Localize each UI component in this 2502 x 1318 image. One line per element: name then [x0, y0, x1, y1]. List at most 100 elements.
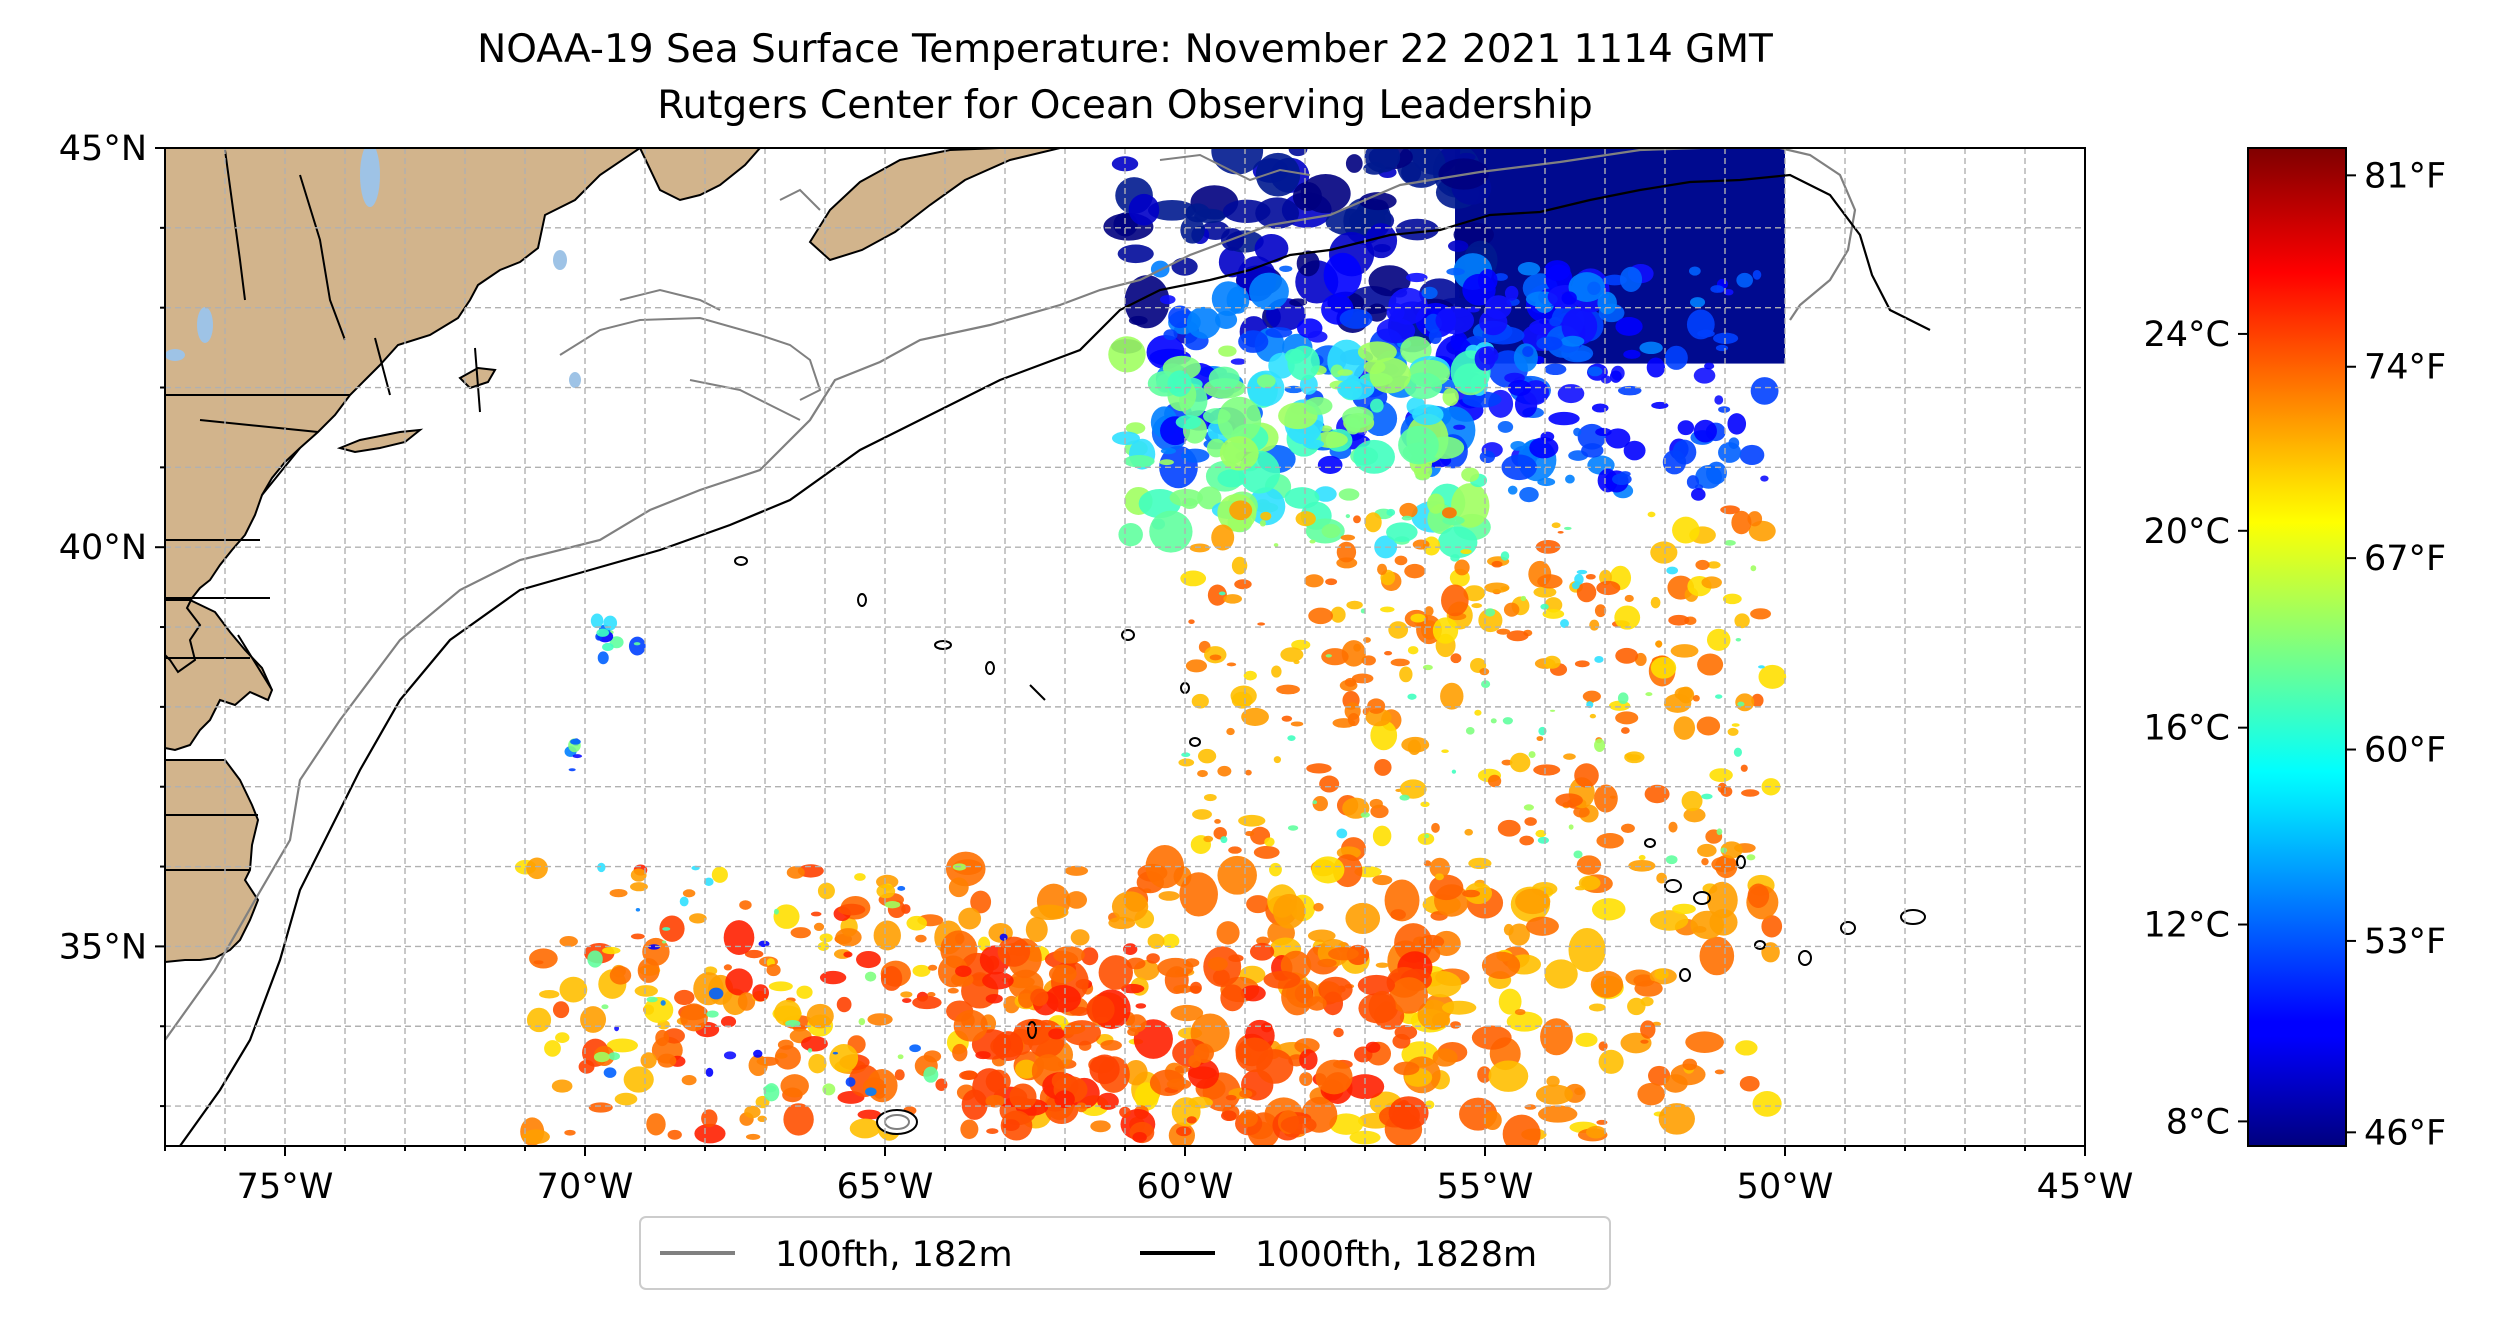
- sst-patch: [1747, 883, 1770, 908]
- sst-patch: [1450, 653, 1462, 664]
- sst-patch: [1640, 1020, 1656, 1039]
- sst-patch: [602, 642, 614, 652]
- sst-patch: [1568, 824, 1574, 830]
- sst-patch: [1477, 1066, 1492, 1083]
- sst-patch: [1312, 796, 1328, 812]
- sst-patch: [947, 987, 959, 994]
- sst-patch: [1346, 600, 1363, 610]
- sst-patch: [1741, 789, 1760, 797]
- sst-patch: [1407, 646, 1419, 655]
- sst-patch: [1576, 582, 1597, 603]
- sst-patch: [1520, 595, 1527, 602]
- sst-patch: [1714, 1069, 1725, 1075]
- sst-patch: [1280, 647, 1304, 662]
- sst-patch: [1620, 823, 1635, 833]
- sst-patch: [1672, 516, 1700, 544]
- legend-label-1000fth: 1000fth, 1828m: [1255, 1235, 1537, 1275]
- sst-patch: [1681, 790, 1703, 812]
- sst-patch: [630, 933, 645, 940]
- sst-patch: [1189, 543, 1210, 553]
- sst-patch: [1365, 1041, 1381, 1053]
- sst-patch: [1118, 522, 1143, 547]
- sst-patch: [819, 933, 833, 943]
- sst-patch: [1064, 865, 1089, 876]
- sst-patch: [1442, 387, 1459, 407]
- sst-patch: [1666, 566, 1679, 575]
- sst-patch: [1536, 336, 1563, 351]
- sst-patch: [1587, 281, 1601, 296]
- sst-patch: [1704, 362, 1715, 370]
- sst-patch: [1336, 541, 1357, 563]
- sst-patch: [1701, 793, 1713, 800]
- sst-patch: [999, 933, 1008, 941]
- sst-patch: [985, 1094, 1005, 1108]
- lat-tick-label: 45°N: [59, 129, 147, 169]
- sst-patch: [1405, 272, 1428, 283]
- sst-patch: [1488, 1060, 1529, 1092]
- sst-patch: [647, 944, 661, 950]
- sst-patch: [1247, 487, 1286, 526]
- sst-patch: [1587, 366, 1603, 377]
- sst-patch: [1695, 559, 1710, 570]
- sst-patch: [1695, 464, 1723, 489]
- sst-patch: [1009, 1083, 1037, 1110]
- sst-patch: [1336, 828, 1348, 839]
- sst-field: [514, 148, 1787, 1146]
- sst-patch: [1219, 436, 1259, 471]
- sst-patch: [614, 1092, 638, 1106]
- sst-patch: [603, 1067, 617, 1078]
- sst-patch: [1111, 891, 1149, 922]
- sst-patch: [1574, 573, 1584, 585]
- sst-patch: [1188, 619, 1195, 625]
- sst-patch: [1718, 406, 1731, 413]
- sst-patch: [1325, 208, 1371, 236]
- sst-patch: [1207, 584, 1227, 606]
- sst-patch: [1546, 1075, 1560, 1087]
- sst-patch: [1197, 486, 1222, 510]
- sst-patch: [894, 1069, 905, 1081]
- sst-patch: [970, 890, 992, 914]
- sst-patch: [1596, 832, 1624, 849]
- sst-patch: [1595, 427, 1612, 437]
- sst-patch: [1368, 265, 1411, 297]
- sst-patch: [1086, 995, 1115, 1024]
- sst-patch: [1214, 310, 1238, 329]
- sst-patch: [867, 1013, 893, 1026]
- sst-patch: [1100, 1040, 1122, 1051]
- sst-patch: [1735, 637, 1742, 642]
- sst-patch: [1357, 341, 1397, 363]
- sst-patch: [1249, 272, 1289, 311]
- sst-patch: [1663, 1074, 1688, 1093]
- sst-patch: [1727, 727, 1739, 736]
- sst-patch: [590, 613, 604, 629]
- sst-patch: [1180, 216, 1205, 244]
- sst-patch: [758, 940, 770, 948]
- sst-patch: [912, 964, 931, 977]
- sst-patch: [1147, 199, 1197, 221]
- sst-patch: [1533, 764, 1561, 776]
- sst-patch: [1524, 1104, 1537, 1110]
- longitude-axis: 75°W 70°W 65°W 60°W 55°W 50°W 45°W: [164, 1146, 2133, 1207]
- sst-patch: [1750, 608, 1772, 620]
- sst-patch: [748, 1054, 768, 1077]
- sst-patch: [864, 971, 877, 982]
- sst-patch: [1697, 653, 1724, 676]
- sst-patch: [1655, 640, 1663, 648]
- sst-patch: [1723, 288, 1734, 296]
- sst-patch: [1180, 570, 1207, 587]
- sst-patch: [1508, 923, 1530, 946]
- sst-patch: [1588, 1003, 1606, 1012]
- sst-patch: [1688, 266, 1701, 276]
- sst-patch: [1169, 488, 1203, 507]
- sst-patch: [927, 964, 938, 971]
- sst-patch: [1132, 1131, 1147, 1143]
- sst-patch: [1374, 758, 1392, 776]
- sst-patch: [1573, 806, 1590, 818]
- sst-patch: [1048, 1028, 1065, 1040]
- sst-patch: [1223, 594, 1242, 604]
- sst-patch: [552, 1001, 570, 1019]
- sst-patch: [1081, 947, 1099, 966]
- sst-patch: [909, 1044, 921, 1053]
- sst-patch: [1596, 1119, 1608, 1125]
- sst-patch: [1506, 630, 1529, 642]
